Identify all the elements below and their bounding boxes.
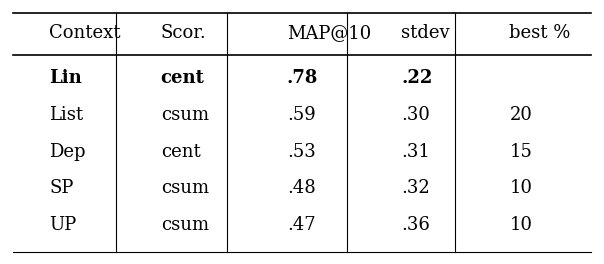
- Text: .30: .30: [401, 106, 430, 124]
- Text: .59: .59: [287, 106, 316, 124]
- Text: List: List: [50, 106, 83, 124]
- Text: 20: 20: [509, 106, 532, 124]
- Text: csum: csum: [161, 106, 209, 124]
- Text: cent: cent: [161, 143, 201, 161]
- Text: cent: cent: [161, 69, 205, 87]
- Text: Scor.: Scor.: [161, 24, 207, 42]
- Text: SP: SP: [50, 179, 74, 197]
- Text: best %: best %: [509, 24, 571, 42]
- Text: csum: csum: [161, 179, 209, 197]
- Text: .22: .22: [401, 69, 432, 87]
- Text: 10: 10: [509, 179, 532, 197]
- Text: stdev: stdev: [401, 24, 450, 42]
- Text: 15: 15: [509, 143, 532, 161]
- Text: 10: 10: [509, 216, 532, 234]
- Text: .78: .78: [287, 69, 318, 87]
- Text: .36: .36: [401, 216, 430, 234]
- Text: .32: .32: [401, 179, 430, 197]
- Text: .48: .48: [287, 179, 316, 197]
- Text: .53: .53: [287, 143, 316, 161]
- Text: Lin: Lin: [50, 69, 82, 87]
- Text: UP: UP: [50, 216, 77, 234]
- Text: .47: .47: [287, 216, 316, 234]
- Text: .31: .31: [401, 143, 430, 161]
- Text: MAP@10: MAP@10: [287, 24, 371, 42]
- Text: csum: csum: [161, 216, 209, 234]
- Text: Dep: Dep: [50, 143, 86, 161]
- Text: Context: Context: [50, 24, 121, 42]
